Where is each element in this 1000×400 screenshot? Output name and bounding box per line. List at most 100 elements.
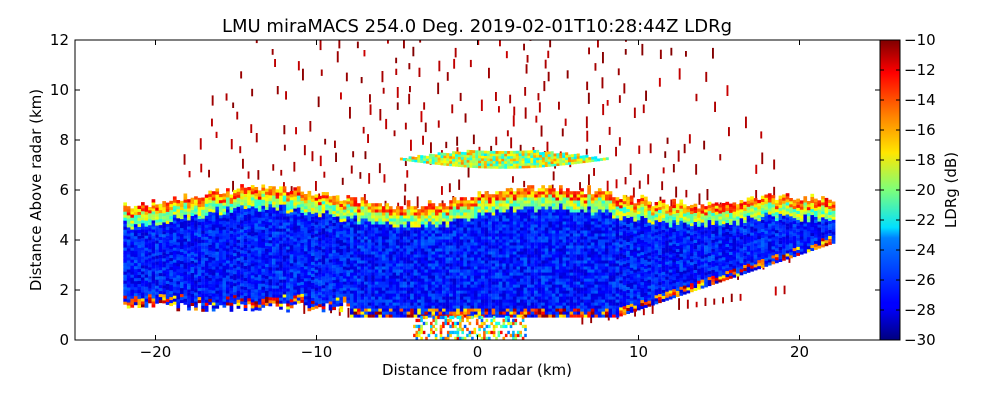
- cloud-cell: [332, 279, 336, 284]
- cloud-cell: [459, 233, 464, 237]
- cloud-cell: [516, 191, 521, 195]
- cloud-cell: [449, 233, 453, 237]
- cloud-cell: [491, 275, 496, 279]
- noise-speckle: [585, 116, 588, 129]
- cloud-cell: [183, 193, 188, 197]
- cloud-cell: [367, 242, 372, 246]
- cloud-cell: [371, 284, 375, 288]
- cloud-cell: [346, 198, 351, 202]
- cloud-cell: [523, 200, 528, 204]
- cloud-cell: [420, 311, 425, 315]
- cloud-cell: [286, 198, 290, 202]
- cloud-cell: [254, 244, 259, 248]
- noise-speckle: [524, 87, 527, 96]
- cloud-cell: [133, 205, 138, 210]
- cloud-cell: [190, 248, 195, 252]
- cloud-cell: [534, 239, 538, 243]
- cloud-cell: [250, 269, 255, 273]
- cloud-cell: [332, 291, 336, 296]
- cloud-cell: [442, 269, 446, 273]
- cloud-cell: [388, 266, 393, 270]
- cloud-cell: [254, 190, 259, 194]
- cloud-cell: [233, 228, 237, 233]
- cloud-cell: [286, 216, 290, 220]
- cloud-cell: [364, 242, 368, 246]
- cloud-cell: [275, 303, 280, 307]
- cloud-cell: [151, 244, 156, 248]
- cloud-cell: [307, 268, 312, 273]
- cloud-cell: [523, 191, 528, 195]
- cloud-cell: [527, 209, 531, 213]
- cloud-cell: [222, 250, 227, 254]
- cloud-cell: [442, 245, 446, 249]
- cloud-cell: [176, 230, 181, 234]
- cloud-cell: [250, 218, 255, 222]
- cloud-cell: [484, 215, 489, 219]
- cloud-cell: [481, 209, 485, 213]
- cloud-cell: [474, 257, 478, 261]
- cloud-cell: [123, 232, 127, 236]
- cloud-cell: [133, 253, 138, 258]
- cloud-cell: [307, 301, 312, 306]
- cloud-cell: [296, 264, 301, 268]
- cloud-cell: [537, 242, 542, 246]
- cloud-cell: [466, 272, 471, 276]
- cloud-cell: [346, 300, 351, 304]
- cloud-cell: [282, 288, 287, 292]
- cloud-cell: [371, 209, 375, 213]
- cloud-cell: [484, 269, 489, 273]
- cloud-cell: [360, 281, 365, 285]
- cloud-cell: [364, 224, 368, 228]
- cloud-cell: [357, 248, 361, 252]
- cloud-cell: [137, 304, 142, 308]
- cloud-cell: [194, 199, 198, 203]
- cloud-cell: [403, 314, 407, 318]
- cloud-cell: [523, 299, 528, 303]
- cloud-cell: [527, 305, 531, 309]
- cloud-cell: [381, 257, 386, 261]
- cloud-cell: [527, 263, 531, 267]
- cloud-cell: [512, 260, 517, 264]
- cloud-cell: [318, 282, 322, 287]
- cloud-cell: [190, 287, 195, 291]
- cloud-cell: [360, 209, 365, 213]
- cloud-cell: [374, 251, 379, 255]
- cloud-cell: [282, 285, 287, 289]
- cloud-cell: [229, 239, 234, 243]
- cloud-cell: [541, 296, 545, 300]
- cloud-cell: [226, 287, 230, 291]
- cloud-cell: [265, 302, 269, 306]
- cloud-cell: [498, 281, 503, 285]
- cloud-cell: [350, 275, 354, 279]
- cloud-cell: [229, 266, 234, 270]
- cloud-cell: [431, 293, 436, 297]
- cloud-cell: [424, 215, 429, 219]
- cloud-cell: [321, 228, 326, 232]
- cloud-cell: [332, 303, 336, 308]
- noise-speckle: [615, 179, 618, 189]
- cloud-cell: [279, 213, 283, 217]
- noise-speckle: [625, 40, 627, 42]
- cloud-cell: [364, 299, 368, 303]
- cloud-cell: [257, 238, 262, 242]
- cloud-cell: [396, 230, 400, 234]
- cloud-cell: [364, 218, 368, 222]
- cloud-cell: [491, 311, 496, 315]
- cloud-cell: [204, 227, 209, 231]
- cloud-cell: [211, 278, 216, 282]
- cloud-cell: [364, 269, 368, 273]
- cloud-cell: [201, 227, 205, 231]
- cloud-cell: [410, 290, 414, 294]
- cloud-cell: [360, 239, 365, 243]
- cloud-cell: [442, 257, 446, 261]
- cloud-cell: [495, 221, 499, 225]
- cloud-cell: [403, 248, 407, 252]
- cloud-cell: [236, 215, 241, 219]
- noise-speckle: [649, 143, 652, 154]
- cloud-cell: [155, 237, 159, 241]
- cloud-cell: [261, 298, 266, 302]
- cloud-cell: [445, 224, 450, 228]
- cloud-cell: [537, 311, 542, 315]
- cloud-cell: [286, 255, 290, 259]
- noise-speckle: [446, 72, 449, 81]
